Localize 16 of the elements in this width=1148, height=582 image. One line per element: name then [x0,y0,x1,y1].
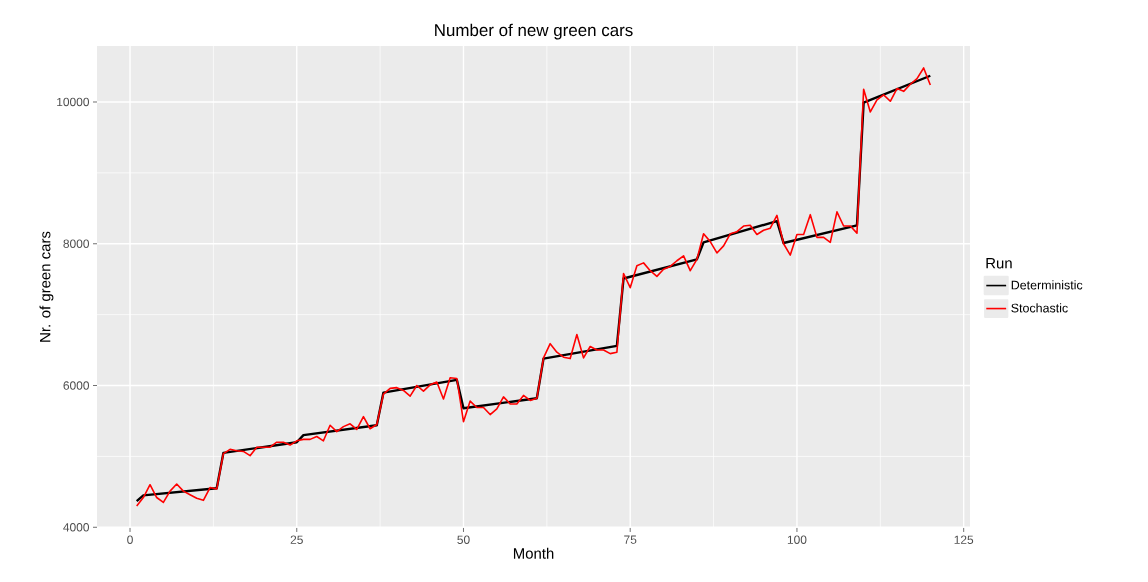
x-tick-label: 75 [624,535,637,544]
y-tick-label: 10000 [57,97,90,107]
x-tick-label: 50 [457,535,470,544]
x-tick-label: 125 [954,535,974,544]
y-tick-label: 4000 [63,523,90,532]
legend-title: Run [986,258,1012,269]
x-tick-label: 25 [290,535,303,544]
x-tick-label: 0 [127,535,133,544]
legend-label: Deterministic [1011,280,1083,290]
y-tick-label: 6000 [63,381,90,390]
chart-title: Number of new green cars [435,23,633,40]
x-axis-title: Month [513,547,554,559]
y-tick-label: 8000 [63,239,90,248]
y-axis-title: Nr. of green cars [39,231,54,342]
x-tick-label: 100 [787,535,807,544]
legend-label: Stochastic [1011,303,1068,313]
